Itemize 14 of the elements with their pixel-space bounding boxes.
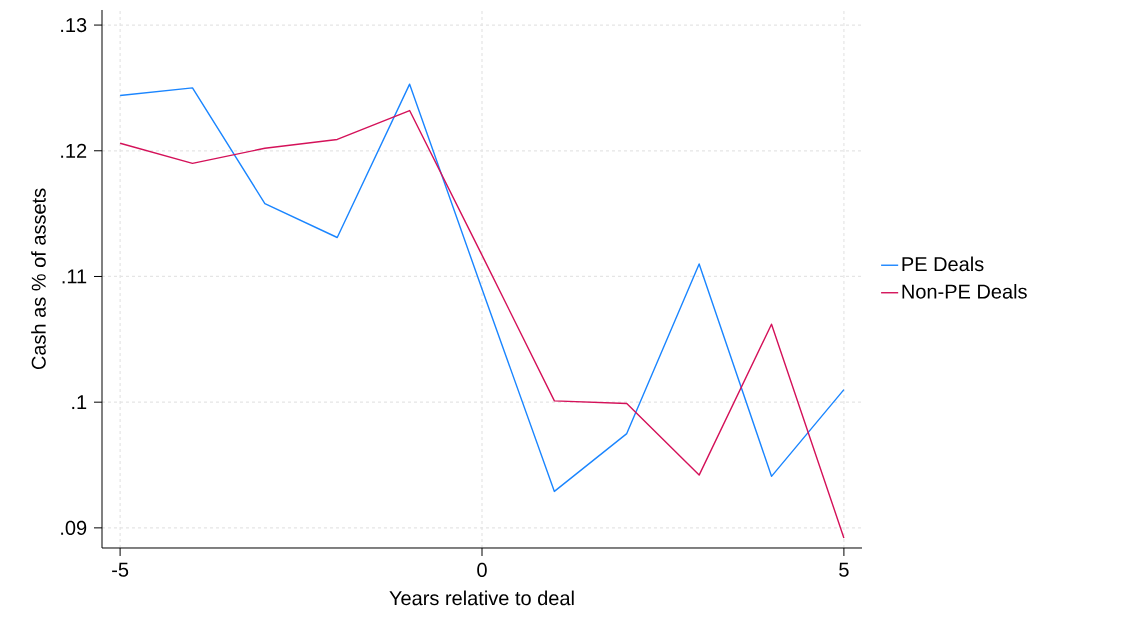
y-tick-label: .11 <box>62 269 87 284</box>
legend-label: Non-PE Deals <box>902 283 1027 299</box>
y-tick-label: .12 <box>61 143 87 158</box>
x-tick-label: 5 <box>839 562 849 577</box>
y-tick-label: .13 <box>61 18 87 33</box>
legend-label: PE Deals <box>902 256 984 272</box>
x-tick-label: -5 <box>112 562 129 577</box>
y-tick-label: .09 <box>61 520 87 535</box>
line-series <box>119 83 845 493</box>
y-axis-title: Cash as % of assets <box>31 188 46 370</box>
y-tick-label: .1 <box>72 395 87 410</box>
x-axis-title: Years relative to deal <box>389 590 574 606</box>
x-tick-label: 0 <box>477 562 487 578</box>
line-series <box>119 109 845 539</box>
